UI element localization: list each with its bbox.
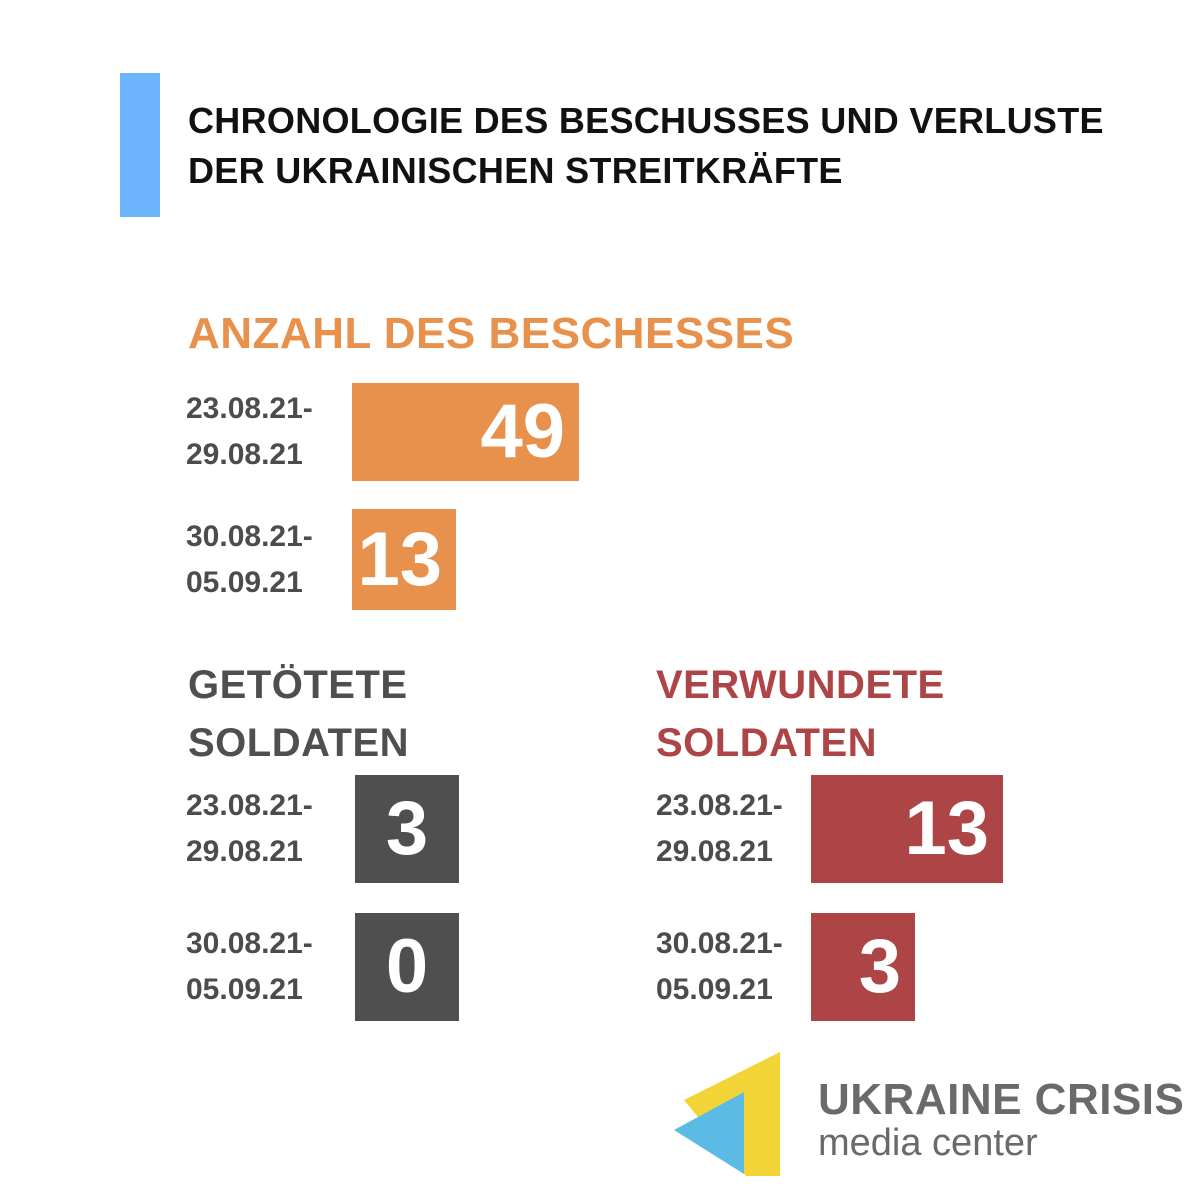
shelling-value-label: 49 (480, 389, 565, 474)
logo-subtitle: media center (818, 1122, 1038, 1164)
logo-title: UKRAINE CRISIS (818, 1075, 1185, 1124)
shelling-title: ANZAHL DES BESCHESSES (188, 309, 795, 358)
wounded-period-label: 30.08.21- 05.09.21 (656, 927, 783, 1006)
shelling-bar (352, 509, 456, 610)
wounded-period-label: 23.08.21- 29.08.21 (656, 789, 783, 868)
wounded-bar (811, 775, 1003, 883)
ukraine-crisis-logo-icon (674, 1052, 780, 1176)
shelling-period-label: 30.08.21- 05.09.21 (186, 519, 313, 599)
killed-period-label: 30.08.21- 05.09.21 (186, 927, 313, 1006)
killed-value-label: 3 (385, 786, 429, 871)
wounded-title: VERWUNDETE SOLDATEN (656, 663, 945, 765)
killed-period-label: 23.08.21- 29.08.21 (186, 789, 313, 868)
killed-bar (355, 775, 459, 883)
killed-value-label: 0 (385, 924, 429, 1009)
wounded-bar (811, 913, 915, 1021)
wounded-value-label: 13 (904, 786, 989, 871)
shelling-bar (352, 383, 579, 481)
shelling-period-label: 23.08.21- 29.08.21 (186, 392, 313, 471)
killed-bar (355, 913, 459, 1021)
title-accent-bar (120, 73, 160, 217)
killed-title: GETÖTETE SOLDATEN (188, 663, 410, 765)
main-title: CHRONOLOGIE DES BESCHUSSES UND VERLUSTE … (188, 100, 1104, 191)
shelling-value-label: 13 (357, 516, 442, 602)
wounded-value-label: 3 (858, 924, 901, 1009)
